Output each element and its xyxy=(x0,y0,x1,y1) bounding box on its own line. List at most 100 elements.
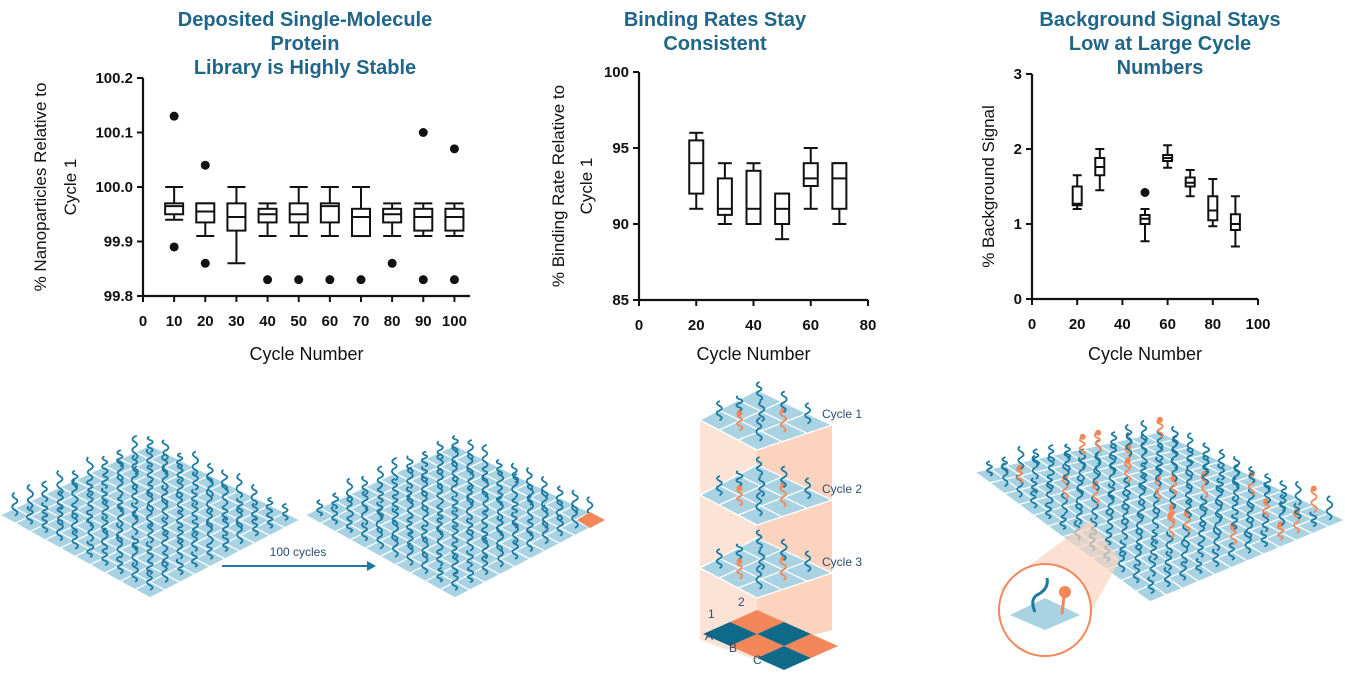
dna-strand xyxy=(804,550,812,573)
dna-strand xyxy=(451,444,459,468)
dna-strand xyxy=(755,564,763,590)
tile-line xyxy=(74,481,226,558)
dna-strand xyxy=(1132,563,1141,584)
dna-strand xyxy=(1248,465,1256,484)
dna-strand xyxy=(361,490,369,511)
x-tick-label: 50 xyxy=(290,313,307,330)
dna-strand xyxy=(1231,495,1239,516)
dna-strand xyxy=(1046,473,1054,490)
dna-strand xyxy=(1117,550,1126,573)
dna-strand xyxy=(511,497,519,514)
dna-strand xyxy=(555,485,564,506)
box-40 xyxy=(745,162,762,226)
dna-strand xyxy=(191,488,199,506)
dna-strand xyxy=(1108,453,1117,474)
dna-strand xyxy=(101,548,109,567)
protein-strand xyxy=(1276,523,1285,541)
dna-strand xyxy=(190,531,198,552)
dna-strand xyxy=(100,487,109,505)
box-80 xyxy=(1207,178,1219,228)
dna-strand xyxy=(1309,511,1318,528)
dna-strand xyxy=(206,462,214,484)
dna-strand xyxy=(510,462,519,484)
dna-strand xyxy=(451,509,459,528)
dna-strand xyxy=(191,471,199,491)
dna-strand xyxy=(146,490,154,513)
dna-strand xyxy=(1195,557,1203,575)
chart-1-title: Deposited Single-Molecule Protein Librar… xyxy=(177,9,433,79)
tile-line xyxy=(718,409,783,443)
box-50 xyxy=(288,186,309,285)
iqr-box xyxy=(413,207,434,232)
dna-strand xyxy=(1119,539,1127,557)
tile-line xyxy=(756,389,833,426)
dna-strand xyxy=(421,551,429,575)
dna-strand xyxy=(131,483,139,505)
protein-strand xyxy=(1124,446,1132,470)
dna-strand xyxy=(715,475,723,496)
dna-strand xyxy=(780,465,788,488)
outlier-point xyxy=(294,275,304,285)
dna-strand xyxy=(116,449,124,468)
dna-strand xyxy=(526,495,534,522)
tile-line xyxy=(737,547,808,582)
dna-strand xyxy=(451,459,459,483)
dna-strand xyxy=(450,475,459,498)
dna-strand xyxy=(436,453,444,475)
dna-strand xyxy=(496,543,504,568)
dna-strand xyxy=(131,454,139,475)
dna-strand xyxy=(86,540,95,558)
protein-bead xyxy=(1095,429,1102,436)
dna-strand xyxy=(176,478,184,498)
dna-strand xyxy=(755,381,764,402)
dna-strand xyxy=(361,475,369,496)
dna-strand xyxy=(780,538,788,561)
dna-strand xyxy=(755,416,763,442)
dna-strand xyxy=(755,491,763,517)
dna-strand xyxy=(146,503,154,528)
dna-strand xyxy=(421,536,429,559)
dna-strand xyxy=(466,466,475,491)
x-tick-label: 60 xyxy=(1159,316,1176,333)
dna-strand xyxy=(71,469,79,489)
dna-strand xyxy=(758,476,766,498)
x-axis-label: Cycle Number xyxy=(249,344,363,364)
dna-strand xyxy=(86,479,94,497)
dna-strand xyxy=(405,485,414,505)
dna-strand xyxy=(466,452,474,476)
dna-strand xyxy=(1121,502,1129,525)
dna-strand xyxy=(1202,442,1210,461)
y-tick-label: 85 xyxy=(612,292,629,309)
dna-strand xyxy=(804,477,812,500)
dna-strand xyxy=(1075,503,1083,525)
dna-strand xyxy=(316,499,324,517)
tile-line xyxy=(699,419,758,451)
tile-line xyxy=(718,557,783,591)
y-tick-label: 1 xyxy=(1014,216,1022,233)
iqr-box xyxy=(831,162,848,210)
dna-strand xyxy=(161,497,169,521)
outlier-point xyxy=(325,275,335,285)
dna-strand xyxy=(481,465,489,484)
dna-strand xyxy=(376,526,384,550)
dna-strand xyxy=(420,524,429,543)
dna-strand xyxy=(376,501,384,519)
checker-board: A B C 1 2 xyxy=(703,595,838,670)
dna-strand xyxy=(1032,448,1040,467)
dna-strand xyxy=(330,505,339,525)
protein-strand xyxy=(1168,506,1176,524)
x-tick-label: 80 xyxy=(384,313,401,330)
protein-strand xyxy=(736,560,744,580)
inset-protein-bead xyxy=(1059,586,1071,598)
dna-strand xyxy=(345,515,354,533)
cycles-arrow: 100 cycles xyxy=(222,545,376,571)
platform xyxy=(700,538,832,598)
dna-strand xyxy=(1092,466,1100,492)
iqr-box xyxy=(288,202,309,224)
dna-strand xyxy=(161,453,169,476)
checker-row-label: A xyxy=(705,629,713,643)
dna-strand xyxy=(71,501,79,519)
tile-line xyxy=(304,444,456,516)
x-tick-label: 40 xyxy=(259,313,276,330)
box-70 xyxy=(351,186,371,285)
